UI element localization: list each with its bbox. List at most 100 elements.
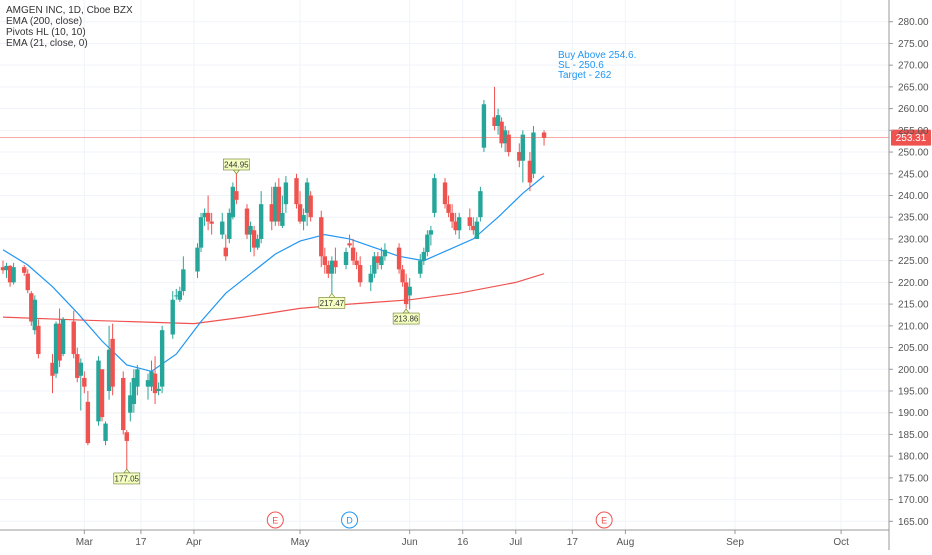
candle-body [304,182,310,213]
price-tick-label: 250.00 [898,148,929,159]
dividend-marker[interactable]: D [341,511,359,529]
candle-down [471,217,476,235]
candle-down [499,117,504,148]
time-axis[interactable]: Mar 17 Apr May Jun 16 Jul 17 Aug Sep Oct [0,529,889,548]
candle-body [499,121,504,144]
candle-down [347,234,352,248]
candle-up [181,256,186,296]
candle-down [517,143,522,168]
candle-body [446,204,451,213]
candle-up [301,208,306,231]
candle-down [71,310,76,359]
price-tick-label: 195.00 [898,386,929,397]
indicator-ema-21[interactable]: EMA (21, close, 0) [6,38,88,49]
candle-body [82,377,87,387]
candle-body [343,251,349,265]
pivot-label: 177.05 [113,468,141,485]
earnings-marker[interactable]: E [595,511,613,529]
candle-body [255,238,260,248]
candle-down [400,265,405,287]
candle-up [4,262,9,279]
indicator-pivots-hl[interactable]: Pivots HL (10, 10) [6,27,86,38]
price-tick-label: 245.00 [898,169,929,180]
candle-down [453,212,458,235]
candle-down [375,251,381,270]
candle-body [124,432,129,441]
candle-up [502,125,508,153]
candle-body [29,293,34,322]
price-tick-label: 235.00 [898,213,929,224]
candle-body [372,256,377,274]
earnings-marker[interactable]: E [266,511,284,529]
event-marker-circle [266,511,284,529]
candle-up [32,295,38,335]
price-axis[interactable]: 165.00 170.00 175.00 180.00 185.00 190.00 195.… [888,0,929,550]
trade-annotation[interactable]: Buy Above 254.6. SL - 250.6 Target - 262 [558,51,636,81]
last-price-badge [891,129,931,146]
candle-down [124,430,129,472]
price-tick-label: 200.00 [898,365,929,376]
candle-body [128,395,133,413]
candle-body [467,217,472,226]
candle-down [319,210,324,268]
time-tick-label: 17 [567,537,579,548]
price-tick-label: 165.00 [898,517,929,528]
candle-down [297,191,303,224]
candle-body [354,260,359,265]
candle-up [248,221,253,252]
candle-body [78,362,83,376]
candle-down [357,256,363,287]
pivot-value: 244.95 [224,160,249,169]
candle-body [220,221,225,235]
candle-body [527,160,533,183]
pivot-box [223,158,250,171]
candle-up [227,208,232,244]
candle-body [329,260,335,274]
candle-body [492,117,497,126]
candle-up [481,99,487,153]
candle-body [251,230,257,248]
candle-body [230,186,236,218]
price-tick-label: 280.00 [898,17,929,28]
candle-up [382,243,388,261]
candle-body [432,178,437,213]
annotation-line-sl: SL - 250.6 [558,60,604,71]
candle-body [22,267,27,273]
candle-body [159,330,165,387]
candle-up [128,382,133,422]
price-tick-label: 175.00 [898,473,929,484]
candle-body [280,212,285,226]
candle-body [375,256,381,263]
candle-down [50,354,55,394]
candle-down [234,173,239,205]
price-tick-label: 215.00 [898,300,929,311]
candle-body [181,269,186,292]
candle-down [308,191,313,222]
candle-up [304,178,310,226]
candle-body [131,377,137,405]
event-marker-label: E [601,516,607,526]
candle-down [396,243,402,274]
candle-body [75,354,80,378]
price-tick-label: 185.00 [898,430,929,441]
candle-body [474,221,480,239]
indicator-ema-200[interactable]: EMA (200, close) [6,16,83,27]
price-tick-label: 190.00 [898,408,929,419]
candle-up [372,251,377,279]
candle-up [474,217,480,239]
candle-body [223,247,228,257]
candle-up [220,212,225,239]
price-tick-label: 265.00 [898,82,929,93]
candle-up [177,286,183,302]
candle-body [403,282,409,305]
candle-body [368,273,373,283]
candle-down [7,265,13,287]
candle-body [442,182,448,205]
candle-up [495,108,501,135]
candle-down [85,390,91,446]
pivot-label: 213.86 [392,308,420,325]
candle-body [99,369,105,418]
